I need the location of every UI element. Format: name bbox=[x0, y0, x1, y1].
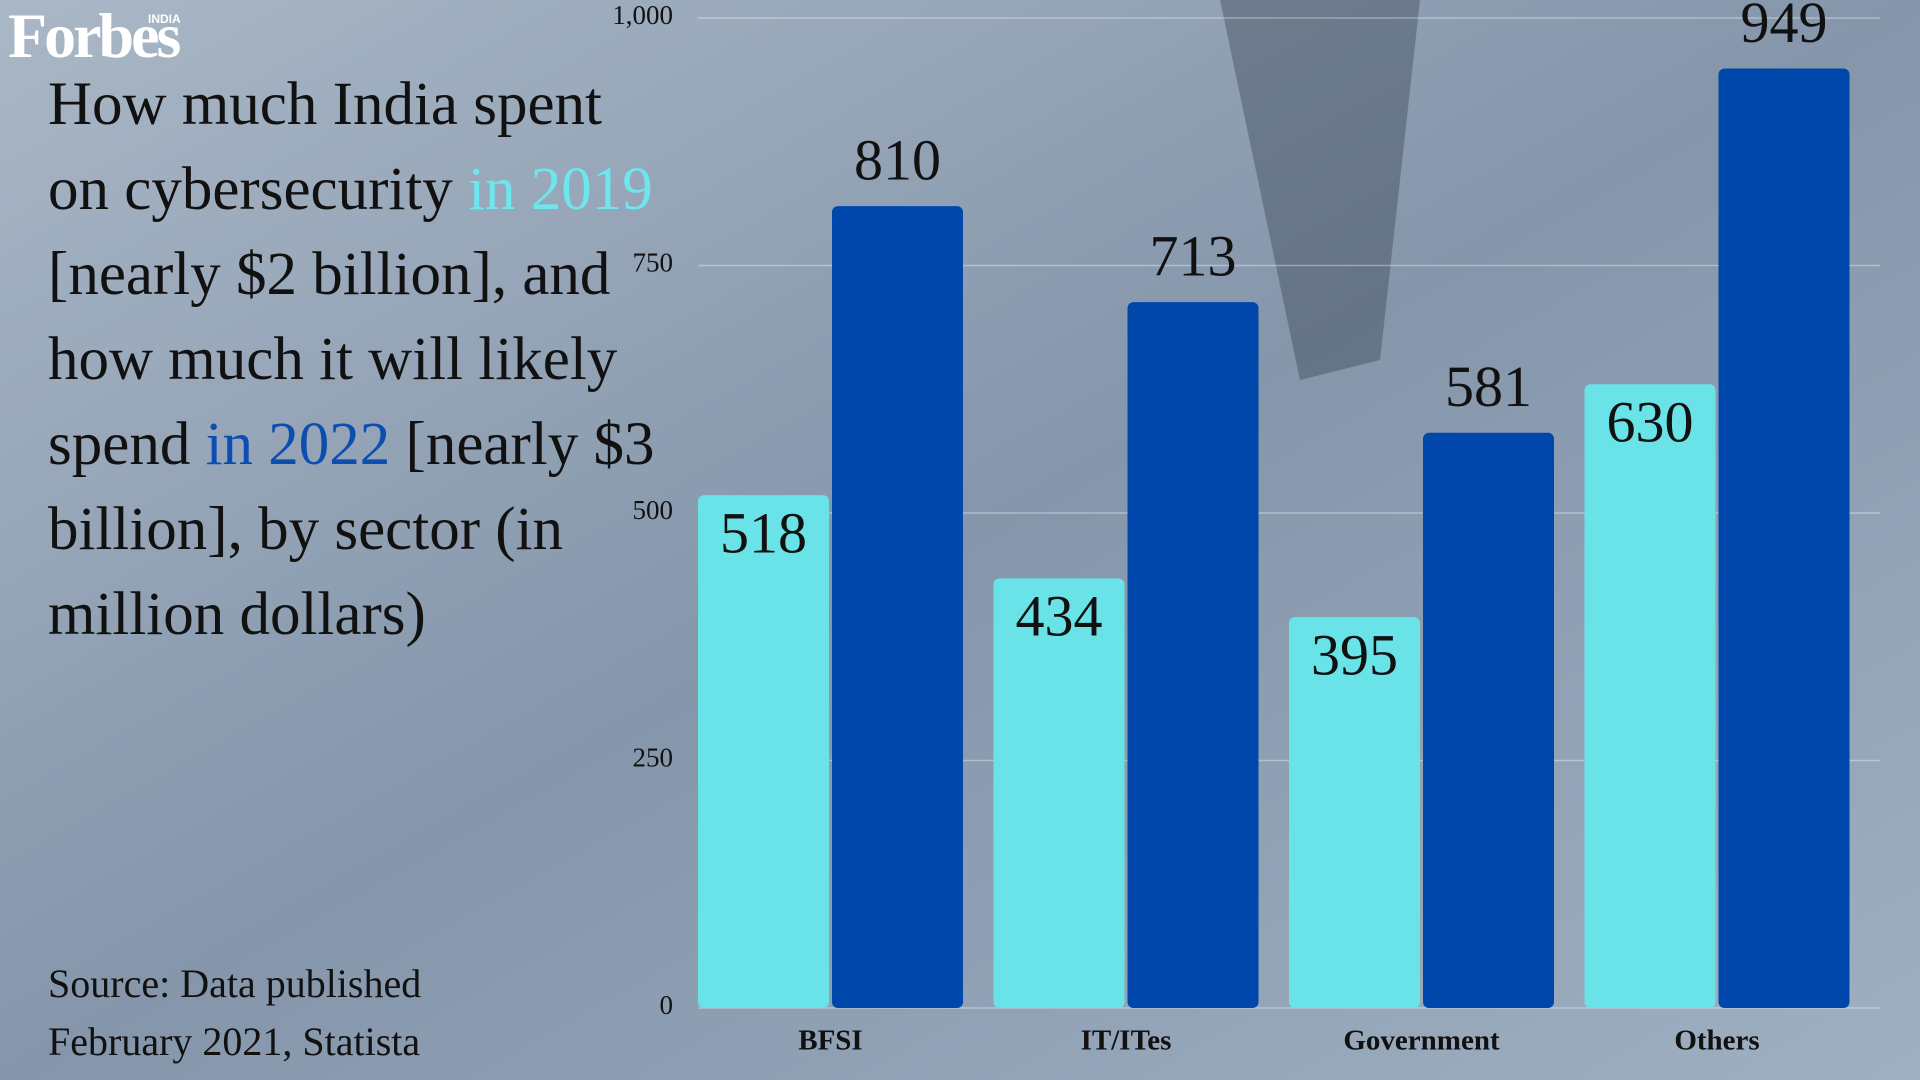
value-label: 949 bbox=[1741, 0, 1828, 55]
source: Source: Data published February 2021, St… bbox=[48, 961, 422, 1064]
background-tie bbox=[1220, 0, 1420, 380]
logo: Forbes bbox=[8, 0, 181, 71]
value-label: 518 bbox=[720, 500, 807, 565]
title-highlight: in 2022 bbox=[205, 411, 391, 478]
value-label: 581 bbox=[1445, 354, 1532, 419]
bar bbox=[1127, 302, 1259, 1008]
chart-title: How much India spent on cybersecurity in… bbox=[48, 62, 668, 657]
bar bbox=[1423, 432, 1554, 1008]
bar bbox=[832, 206, 963, 1009]
title-highlight: in 2019 bbox=[468, 156, 653, 223]
bar bbox=[993, 578, 1125, 1008]
x-tick-label: Government bbox=[1343, 1025, 1500, 1057]
x-tick-label: Others bbox=[1674, 1025, 1759, 1057]
y-tick-label: 0 bbox=[660, 990, 674, 1020]
y-tick-label: 500 bbox=[633, 495, 674, 525]
value-label: 810 bbox=[854, 127, 941, 192]
y-tick-label: 250 bbox=[633, 743, 674, 773]
value-label: 395 bbox=[1311, 622, 1398, 687]
value-label: 434 bbox=[1016, 584, 1103, 649]
title-part: [nearly $2 billion], and how much it wil… bbox=[48, 241, 618, 478]
logo-edition: INDIA bbox=[148, 12, 181, 26]
title-part: [nearly $3 billion], by sector (in milli… bbox=[48, 411, 655, 648]
bar bbox=[1289, 616, 1420, 1008]
y-tick-label: 750 bbox=[633, 248, 674, 278]
bar bbox=[1718, 68, 1850, 1009]
y-tick-label: 1,000 bbox=[612, 0, 673, 30]
value-label: 713 bbox=[1150, 223, 1237, 288]
value-label: 630 bbox=[1607, 390, 1694, 455]
x-tick-label: BFSI bbox=[798, 1025, 862, 1057]
title-part: How much India spent on cybersecurity bbox=[48, 71, 602, 223]
bar bbox=[1584, 384, 1716, 1008]
x-tick-label: IT/ITes bbox=[1081, 1025, 1172, 1057]
bar bbox=[698, 495, 829, 1008]
